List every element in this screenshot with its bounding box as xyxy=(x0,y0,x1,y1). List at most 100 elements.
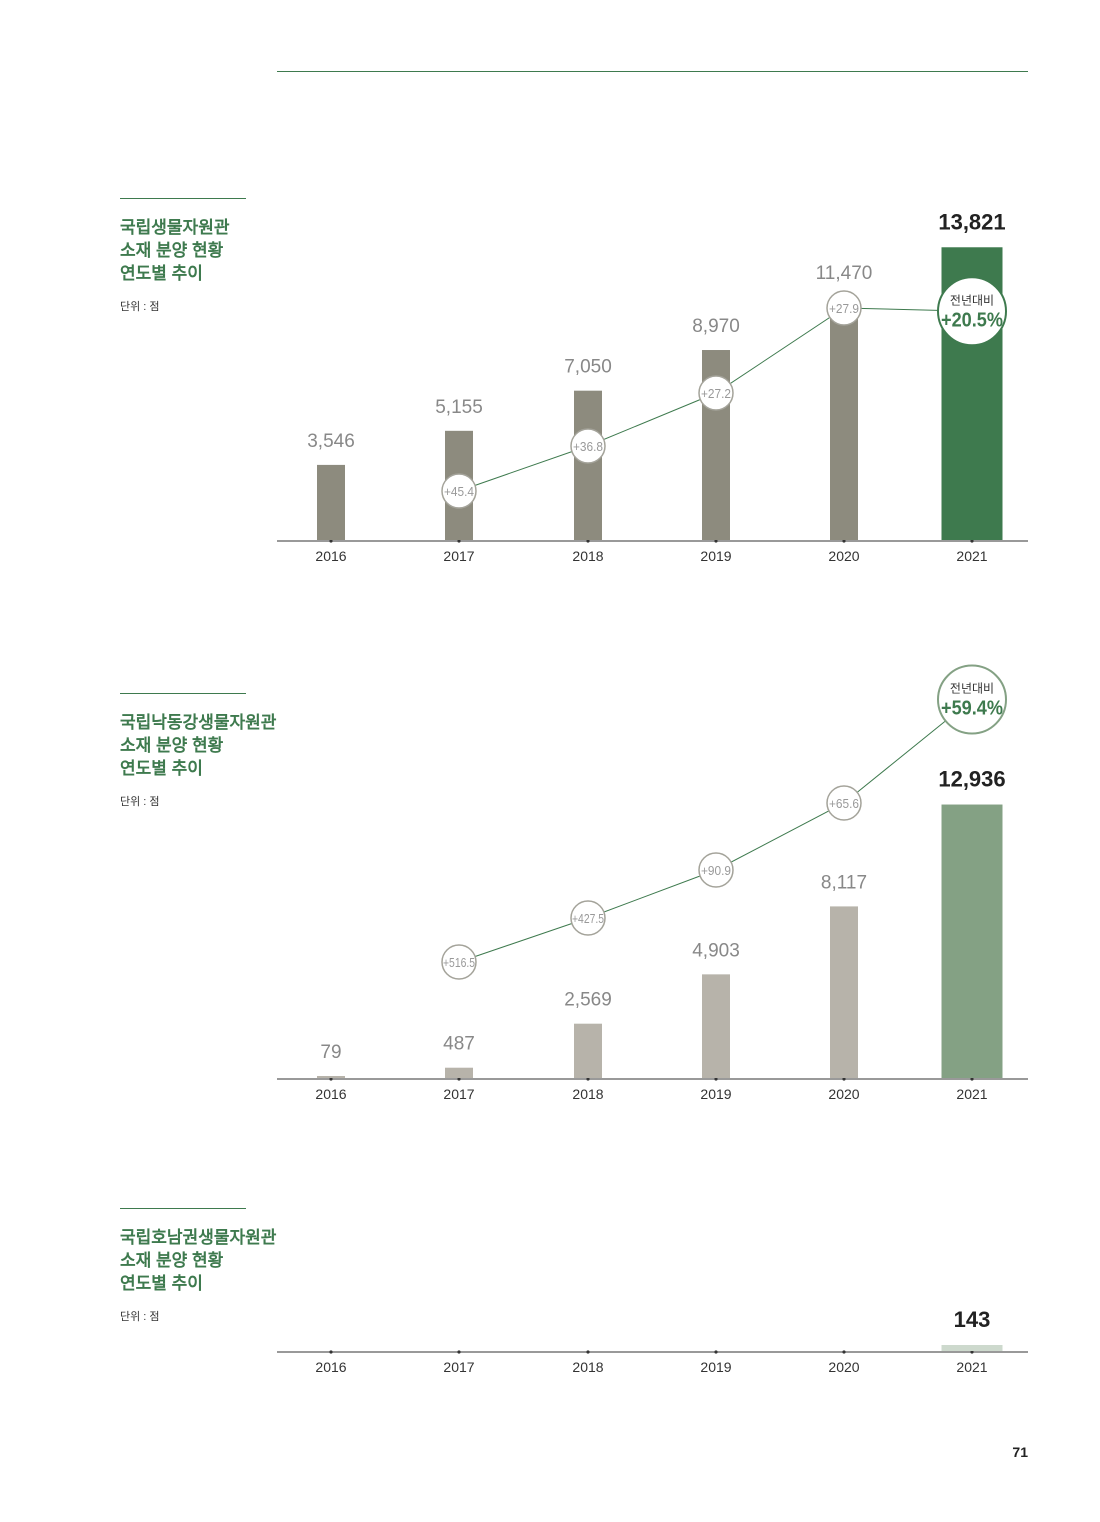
x-tick-label: 2020 xyxy=(828,1086,859,1102)
growth-marker xyxy=(441,473,477,509)
x-tick-label: 2017 xyxy=(443,1086,474,1102)
bar xyxy=(702,974,730,1078)
bar xyxy=(941,804,1003,1078)
highlight-growth-label: +20.5% xyxy=(941,309,1003,331)
x-tick-label: 2020 xyxy=(828,548,859,564)
growth-marker xyxy=(570,900,606,936)
axis-tick xyxy=(586,539,590,543)
section-title-line: 연도별 추이 xyxy=(120,759,203,778)
value-label: 487 xyxy=(443,1034,475,1055)
x-tick-label: 2018 xyxy=(572,1359,603,1375)
section-title: 국립호남권생물자원관 소재 분양 현황 연도별 추이 xyxy=(120,1226,340,1295)
x-tick-label: 2016 xyxy=(315,1086,346,1102)
x-tick-label: 2019 xyxy=(700,548,731,564)
unit-label: 단위 : 점 xyxy=(120,796,160,808)
x-tick-label: 2017 xyxy=(443,1359,474,1375)
bar xyxy=(574,390,602,540)
axis-tick xyxy=(714,1350,718,1354)
x-tick-label: 2021 xyxy=(956,1086,987,1102)
axis-tick xyxy=(970,539,974,543)
growth-line xyxy=(458,699,973,963)
x-tick-label: 2021 xyxy=(956,548,987,564)
bar-chart-1: 2016 3,546 2017 5,155 2018 7,050 2019 8,970 2020… xyxy=(277,209,1028,564)
value-label: 11,470 xyxy=(816,263,873,284)
bar xyxy=(317,1076,345,1078)
axis-tick xyxy=(970,1350,974,1354)
growth-marker xyxy=(826,290,862,326)
x-tick-label: 2019 xyxy=(700,1086,731,1102)
section-title-line: 국립생물자원관 xyxy=(120,218,230,237)
axis-tick xyxy=(586,1350,590,1354)
axis-tick xyxy=(842,539,846,543)
section-label-2: 국립낙동강생물자원관 소재 분양 현황 연도별 추이 단위 : 점 xyxy=(120,693,340,809)
page-number: 71 xyxy=(1012,1444,1028,1460)
x-tick-label: 2019 xyxy=(700,1359,731,1375)
x-tick-label: 2021 xyxy=(956,1359,987,1375)
growth-label: +90.9 xyxy=(701,863,731,878)
growth-label: +36.8 xyxy=(573,439,603,454)
bar xyxy=(445,1067,473,1078)
section-label-1: 국립생물자원관 소재 분양 현황 연도별 추이 단위 : 점 xyxy=(120,198,340,314)
highlight-caption: 전년대비 xyxy=(950,682,994,696)
value-label: 12,936 xyxy=(938,767,1005,792)
value-label: 13,821 xyxy=(938,209,1005,234)
value-label: 5,155 xyxy=(435,397,483,418)
section-title: 국립생물자원관 소재 분양 현황 연도별 추이 xyxy=(120,216,340,285)
growth-label: +516.5 xyxy=(443,955,475,970)
axis-tick xyxy=(457,1350,461,1354)
axis-tick xyxy=(970,1077,974,1081)
x-tick-label: 2017 xyxy=(443,548,474,564)
value-label: 143 xyxy=(954,1307,991,1332)
bar xyxy=(574,1023,602,1078)
growth-marker xyxy=(441,944,477,980)
x-tick-label: 2016 xyxy=(315,1359,346,1375)
section-title-line: 국립낙동강생물자원관 xyxy=(120,713,277,732)
value-label: 8,970 xyxy=(692,316,740,337)
section-title-line: 연도별 추이 xyxy=(120,1274,203,1293)
top-rule xyxy=(277,71,1028,72)
axis-tick xyxy=(586,1077,590,1081)
bar xyxy=(941,1345,1003,1351)
unit-label: 단위 : 점 xyxy=(120,301,160,313)
unit-label: 단위 : 점 xyxy=(120,1311,160,1323)
section-title-line: 국립호남권생물자원관 xyxy=(120,1228,277,1247)
axis-tick xyxy=(457,539,461,543)
growth-marker xyxy=(826,785,862,821)
value-label: 79 xyxy=(320,1042,341,1063)
growth-label: +27.9 xyxy=(829,301,859,316)
axis-tick xyxy=(842,1077,846,1081)
value-label: 2,569 xyxy=(564,990,612,1011)
highlight-marker xyxy=(937,276,1007,347)
axis-tick xyxy=(842,1350,846,1354)
section-title-line: 소재 분양 현황 xyxy=(120,1251,224,1270)
growth-marker xyxy=(570,428,606,464)
section-title-line: 연도별 추이 xyxy=(120,264,203,283)
section-label-3: 국립호남권생물자원관 소재 분양 현황 연도별 추이 단위 : 점 xyxy=(120,1208,340,1324)
highlight-growth-label: +59.4% xyxy=(941,698,1003,720)
axis-tick xyxy=(457,1077,461,1081)
x-tick-label: 2018 xyxy=(572,1086,603,1102)
section-rule xyxy=(120,198,246,199)
bar xyxy=(317,464,345,540)
axis-tick xyxy=(714,539,718,543)
axis-tick xyxy=(329,539,333,543)
x-tick-label: 2018 xyxy=(572,548,603,564)
value-label: 4,903 xyxy=(692,940,740,961)
growth-label: +45.4 xyxy=(444,484,474,499)
bar-chart-2: 2016 79 2017 487 2018 2,569 2019 4,903 2020 8,117… xyxy=(277,664,1028,1102)
bar xyxy=(830,906,858,1078)
section-title-line: 소재 분양 현황 xyxy=(120,241,224,260)
section-rule xyxy=(120,693,246,694)
value-label: 7,050 xyxy=(564,357,612,378)
growth-marker xyxy=(698,852,734,888)
value-label: 3,546 xyxy=(307,431,355,452)
x-tick-label: 2016 xyxy=(315,548,346,564)
axis-tick xyxy=(329,1350,333,1354)
section-title: 국립낙동강생물자원관 소재 분양 현황 연도별 추이 xyxy=(120,711,340,780)
growth-label: +65.6 xyxy=(829,796,859,811)
growth-label: +427.5 xyxy=(572,911,604,926)
highlight-caption: 전년대비 xyxy=(950,293,994,307)
growth-marker xyxy=(698,375,734,411)
bar-chart-3: 2016 2017 2018 2019 2020 2021 143 xyxy=(277,1307,1028,1375)
axis-tick xyxy=(329,1077,333,1081)
